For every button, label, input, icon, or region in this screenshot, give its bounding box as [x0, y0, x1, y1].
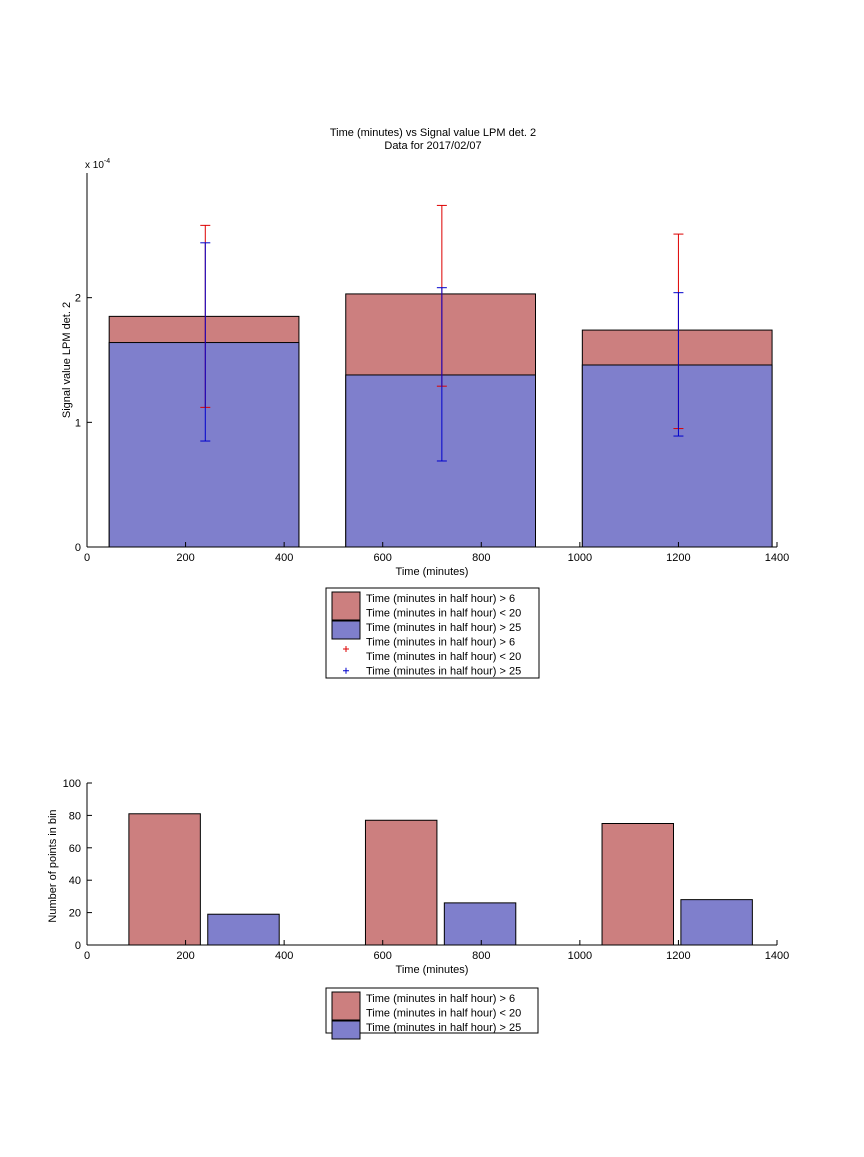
legend-label: Time (minutes in half hour) > 6 — [366, 637, 515, 649]
chart-subtitle: Data for 2017/02/07 — [384, 140, 481, 152]
legend: Time (minutes in half hour) > 6 Time (min… — [325, 587, 540, 679]
legend-label: Time (minutes in half hour) < 20 — [366, 651, 521, 663]
legend-label: Time (minutes in half hour) < 20 — [366, 1008, 521, 1020]
bar-group — [128, 813, 753, 946]
x-tick-label: 800 — [472, 950, 490, 962]
y-tick-label: 20 — [69, 908, 81, 920]
x-tick-label: 0 — [84, 950, 90, 962]
legend-label: Time (minutes in half hour) > 25 — [366, 666, 521, 678]
y-ticks: 0 1 2 — [75, 293, 92, 554]
legend: Time (minutes in half hour) > 6 Time (min… — [325, 987, 539, 1040]
count-bar — [128, 813, 201, 946]
count-bar — [364, 819, 438, 946]
errorbar-group — [200, 204, 684, 462]
y-tick-label: 60 — [69, 843, 81, 855]
x-tick-label: 200 — [176, 950, 194, 962]
legend-label: Time (minutes in half hour) > 6 — [366, 993, 515, 1005]
x-axis-label: Time (minutes) — [396, 566, 469, 578]
x-tick-label: 1400 — [765, 950, 789, 962]
x-axis-label: Time (minutes) — [396, 964, 469, 976]
x-tick-label: 1200 — [666, 950, 690, 962]
bar-lower — [581, 364, 773, 548]
x-tick-label: 200 — [176, 552, 194, 564]
x-tick-label: 1000 — [568, 552, 592, 564]
legend-label: Time (minutes in half hour) > 25 — [366, 1022, 521, 1034]
y-tick-label: 40 — [69, 875, 81, 887]
legend-label: Time (minutes in half hour) > 25 — [366, 622, 521, 634]
y-scale-factor: x 10-4 — [85, 158, 110, 171]
legend-swatch — [331, 991, 361, 1021]
y-tick-label: 2 — [75, 293, 81, 305]
legend-label: Time (minutes in half hour) > 6 — [366, 593, 515, 605]
legend-swatch — [331, 591, 361, 621]
y-tick-label: 1 — [75, 417, 81, 429]
x-tick-label: 1400 — [765, 552, 789, 564]
x-tick-label: 600 — [374, 950, 392, 962]
x-tick-label: 400 — [275, 552, 293, 564]
count-bar — [207, 913, 280, 946]
y-tick-label: 100 — [63, 778, 81, 790]
bar-lower — [108, 342, 300, 548]
count-bar — [443, 902, 517, 946]
legend-label: Time (minutes in half hour) < 20 — [366, 608, 521, 620]
y-ticks: 0 20 40 60 80 100 — [63, 778, 92, 952]
bar-group — [108, 293, 773, 548]
legend-swatch — [331, 1020, 361, 1040]
x-tick-label: 400 — [275, 950, 293, 962]
x-tick-label: 0 — [84, 552, 90, 564]
y-scale-exponent: -4 — [104, 158, 110, 165]
x-tick-label: 600 — [374, 552, 392, 564]
x-ticks: 0 200 400 600 800 1000 1200 1400 — [84, 940, 789, 962]
y-tick-label: 80 — [69, 810, 81, 822]
legend-swatch — [331, 620, 361, 640]
y-tick-label: 0 — [75, 940, 81, 952]
count-bar — [680, 899, 753, 946]
x-tick-label: 1200 — [666, 552, 690, 564]
x-tick-label: 800 — [472, 552, 490, 564]
y-tick-label: 0 — [75, 542, 81, 554]
y-axis-label: Number of points in bin — [47, 809, 59, 922]
x-ticks: 0 200 400 600 800 1000 1200 1400 — [84, 542, 789, 564]
y-axis-label: Signal value LPM det. 2 — [61, 302, 73, 418]
x-tick-label: 1000 — [568, 950, 592, 962]
legend-box — [325, 587, 540, 679]
count-chart: 0 200 400 600 800 1000 1200 1400 0 20 40 60 80 100 T… — [47, 778, 789, 1040]
signal-chart: Time (minutes) vs Signal value LPM det. … — [61, 127, 789, 679]
chart-title: Time (minutes) vs Signal value LPM det. … — [330, 127, 536, 139]
y-scale-base: x 10 — [85, 160, 104, 171]
legend-box — [325, 987, 539, 1034]
count-bar — [601, 823, 674, 946]
